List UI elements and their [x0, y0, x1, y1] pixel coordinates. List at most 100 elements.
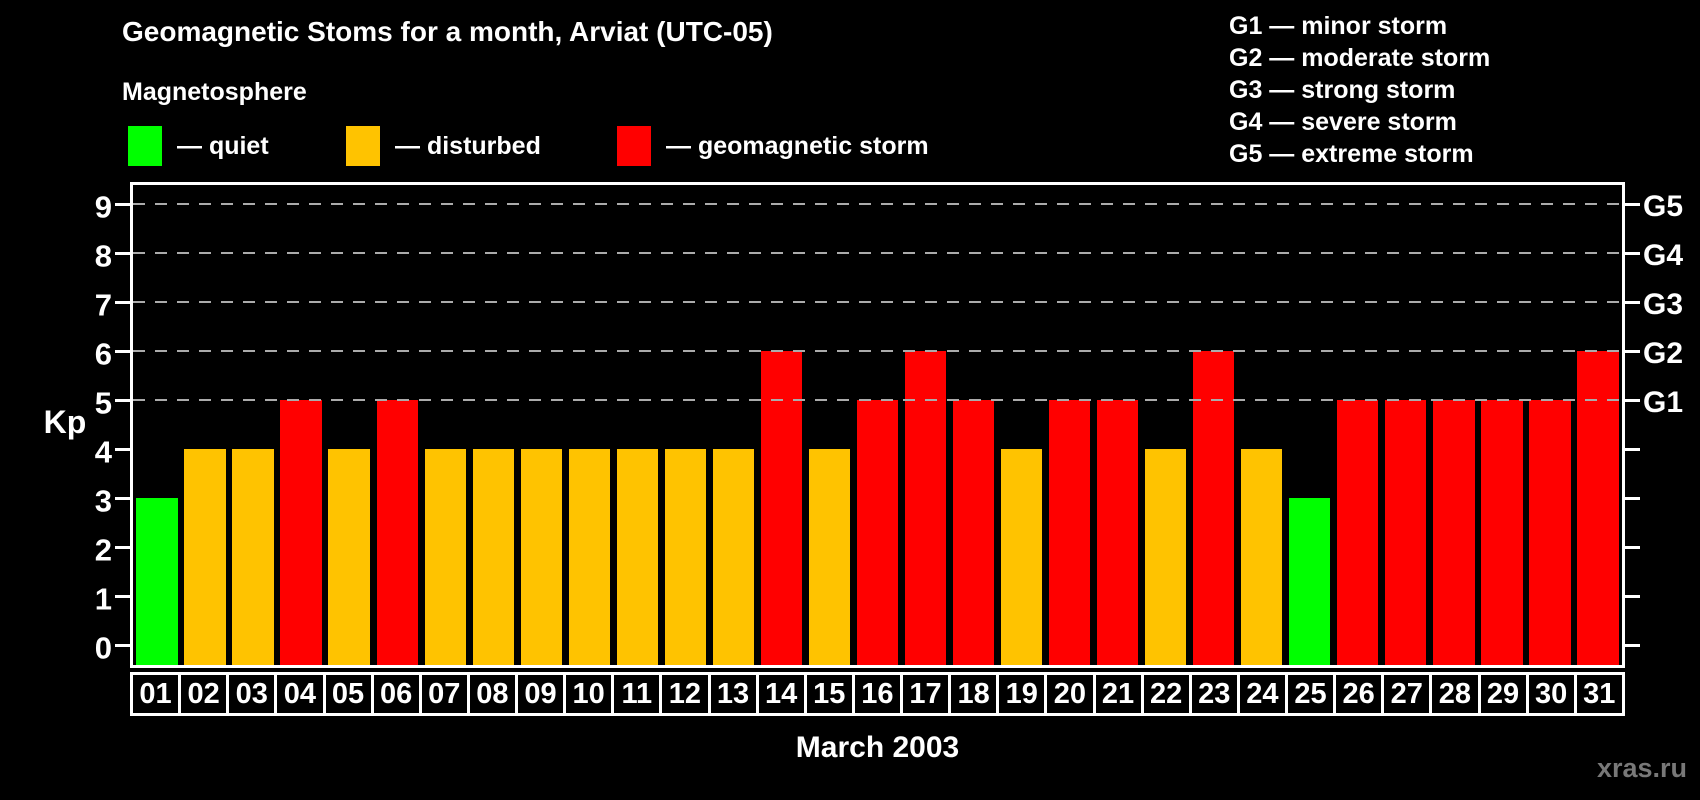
storm-color-swatch — [617, 126, 651, 166]
x-label-05: 05 — [326, 675, 374, 713]
x-label-04: 04 — [277, 675, 326, 713]
bar-slot-27 — [1382, 185, 1430, 665]
y-tick-label-8: 8 — [94, 238, 112, 274]
bar-slot-01 — [133, 185, 181, 665]
x-label-12: 12 — [662, 675, 711, 713]
y-tick-left-7 — [115, 300, 130, 304]
bar-slot-10 — [565, 185, 613, 665]
bar-slot-03 — [229, 185, 277, 665]
y-tick-label-3: 3 — [94, 483, 112, 519]
plot-area — [115, 182, 1640, 668]
bar-slot-15 — [805, 185, 853, 665]
bar-day-14 — [760, 351, 803, 665]
bar-slot-18 — [950, 185, 998, 665]
x-label-02: 02 — [181, 675, 230, 713]
bar-slot-12 — [661, 185, 709, 665]
bar-slot-26 — [1334, 185, 1382, 665]
g1-legend-line: G1 — minor storm — [1229, 12, 1448, 40]
x-label-09: 09 — [518, 675, 567, 713]
y-tick-left-2 — [115, 545, 130, 549]
x-axis-title: March 2003 — [795, 731, 960, 764]
y-axis-labels: 0 1 2 3 4 5 6 7 8 9 — [0, 182, 112, 668]
bar-day-03 — [232, 449, 274, 665]
x-label-06: 06 — [374, 675, 422, 713]
gridline-kp5 — [133, 399, 1622, 401]
bar-slot-17 — [902, 185, 950, 665]
bar-slot-20 — [1046, 185, 1094, 665]
x-label-15: 15 — [807, 675, 855, 713]
x-label-23: 23 — [1192, 675, 1240, 713]
g4-legend-line: G4 — severe storm — [1229, 108, 1457, 136]
y-tick-right-1 — [1625, 594, 1640, 598]
bar-slot-31 — [1574, 185, 1622, 665]
y-tick-left-1 — [115, 594, 130, 598]
bar-day-30 — [1529, 400, 1571, 665]
quiet-color-swatch — [128, 126, 162, 166]
bar-day-17 — [904, 351, 947, 665]
x-label-27: 27 — [1384, 675, 1433, 713]
gridline-kp9 — [133, 203, 1622, 205]
bar-slot-04 — [277, 185, 325, 665]
page-title: Geomagnetic Stoms for a month, Arviat (U… — [122, 16, 773, 47]
x-label-20: 20 — [1047, 675, 1096, 713]
bar-slot-07 — [421, 185, 469, 665]
y-tick-label-2: 2 — [94, 532, 112, 568]
y-tick-left-0 — [115, 643, 130, 647]
gridline-kp8 — [133, 252, 1622, 254]
bar-slot-25 — [1286, 185, 1334, 665]
y-tick-left-5 — [115, 398, 130, 402]
bar-day-10 — [568, 449, 610, 665]
bar-day-07 — [424, 449, 466, 665]
right-scale-label-g4: G4 — [1643, 239, 1684, 272]
right-scale-label-g1: G1 — [1643, 386, 1684, 419]
bar-day-31 — [1577, 351, 1619, 665]
y-tick-right-0 — [1625, 643, 1640, 647]
gridline-kp6 — [133, 350, 1622, 352]
bar-day-22 — [1145, 449, 1187, 665]
g5-legend-line: G5 — extreme storm — [1229, 140, 1474, 168]
disturbed-color-swatch — [346, 126, 380, 166]
x-label-16: 16 — [855, 675, 903, 713]
x-label-07: 07 — [422, 675, 470, 713]
x-label-03: 03 — [229, 675, 278, 713]
x-label-29: 29 — [1481, 675, 1529, 713]
x-label-31: 31 — [1583, 677, 1616, 710]
bar-slot-14 — [757, 185, 805, 665]
bar-day-01 — [136, 498, 178, 665]
bar-day-06 — [376, 400, 418, 665]
y-tick-label-9: 9 — [94, 189, 112, 225]
bar-day-09 — [520, 449, 562, 665]
bar-day-24 — [1241, 449, 1283, 665]
x-label-24: 24 — [1240, 675, 1288, 713]
bar-slot-16 — [853, 185, 901, 665]
bar-day-26 — [1337, 400, 1379, 665]
bar-slot-24 — [1238, 185, 1286, 665]
watermark: xras.ru — [1596, 753, 1687, 783]
bar-day-05 — [328, 449, 370, 665]
y-tick-right-7 — [1625, 300, 1640, 304]
y-tick-label-6: 6 — [94, 336, 112, 372]
y-tick-left-8 — [115, 251, 130, 255]
right-scale-label-g2: G2 — [1643, 337, 1684, 370]
bar-slot-08 — [469, 185, 517, 665]
bar-slot-30 — [1526, 185, 1574, 665]
y-tick-right-5 — [1625, 398, 1640, 402]
bar-slot-29 — [1478, 185, 1526, 665]
bar-day-20 — [1048, 400, 1091, 665]
y-tick-left-9 — [115, 202, 130, 206]
x-label-28: 28 — [1432, 675, 1481, 713]
gridline-kp7 — [133, 301, 1622, 303]
bar-day-11 — [616, 449, 658, 665]
y-tick-label-0: 0 — [94, 630, 112, 666]
storm-legend-label: — geomagnetic storm — [666, 132, 929, 160]
x-label-01: 01 — [133, 675, 182, 713]
bar-slot-13 — [709, 185, 757, 665]
bar-day-29 — [1481, 400, 1523, 665]
bars — [133, 185, 1622, 665]
x-label-19: 19 — [999, 675, 1048, 713]
bar-day-18 — [952, 400, 995, 665]
g2-legend-line: G2 — moderate storm — [1229, 44, 1491, 72]
g3-legend-line: G3 — strong storm — [1229, 76, 1456, 104]
y-tick-left-4 — [115, 447, 130, 451]
bar-day-19 — [1000, 449, 1043, 665]
